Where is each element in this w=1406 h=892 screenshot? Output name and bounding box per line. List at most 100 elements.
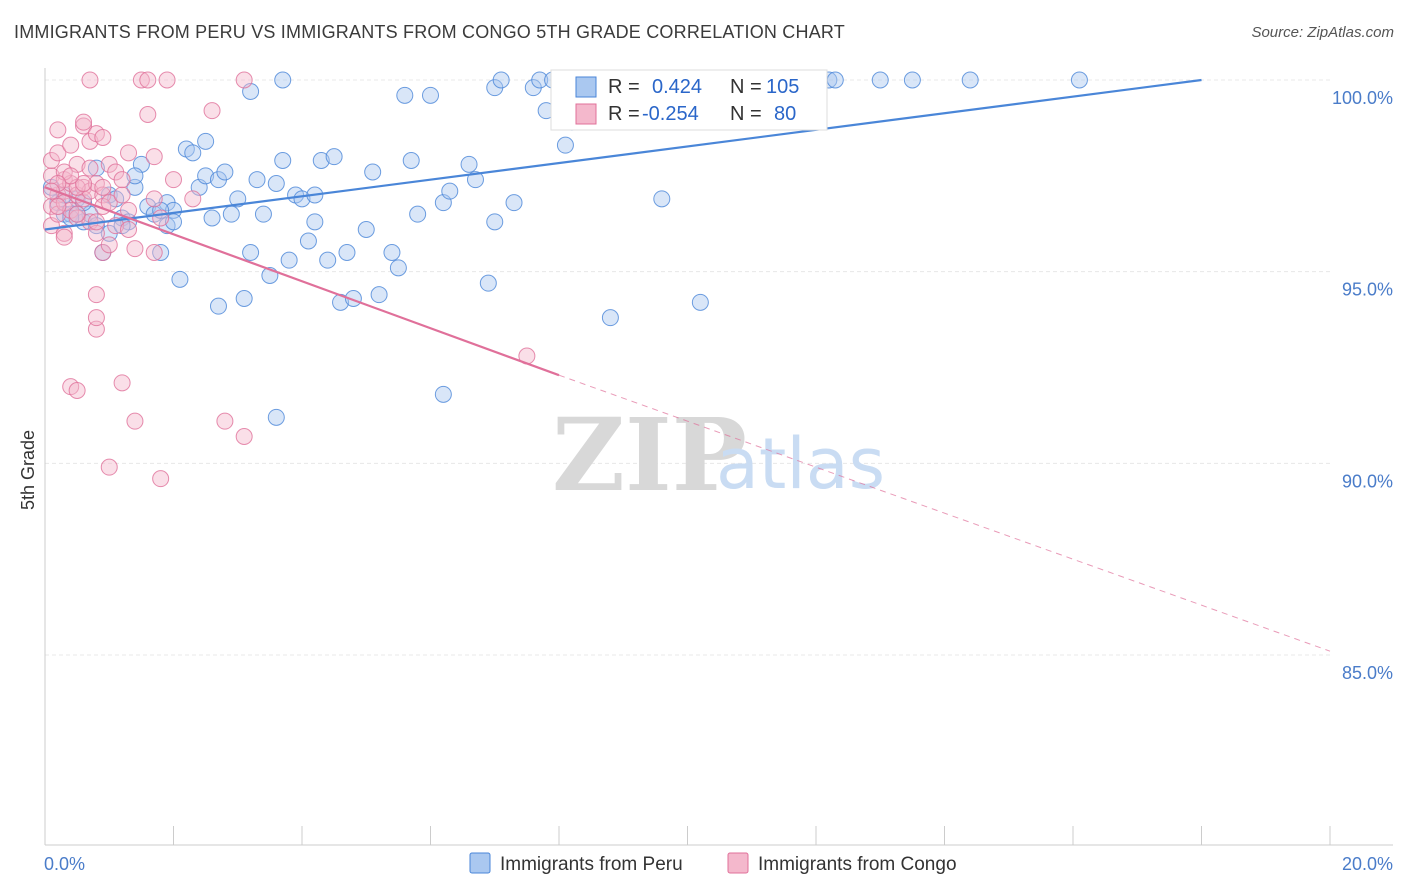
congo-point: [152, 209, 170, 227]
peru-point: [903, 71, 921, 89]
congo-point: [68, 205, 86, 223]
peru-point: [370, 286, 388, 304]
peru-point: [505, 194, 523, 212]
peru-point: [961, 71, 979, 89]
congo-point: [94, 178, 112, 196]
peru-point: [267, 408, 285, 426]
y-tick-labels: 100.0% 95.0% 90.0% 85.0%: [1332, 88, 1393, 683]
congo-point: [184, 190, 202, 208]
congo-trend-extension: [558, 374, 1331, 652]
congo-point: [49, 121, 67, 139]
source-label: Source: ZipAtlas.com: [1251, 24, 1394, 41]
congo-point: [132, 71, 150, 89]
y-tick-label: 90.0%: [1342, 471, 1393, 491]
peru-point: [383, 244, 401, 261]
peru-point: [871, 71, 889, 89]
series-legend-swatch-peru: [469, 852, 491, 874]
stats-legend-n-value-peru: 105: [766, 76, 799, 98]
peru-point: [299, 232, 317, 250]
congo-point: [87, 309, 105, 327]
stats-legend-r-label-peru: R =: [608, 76, 640, 98]
congo-point: [49, 198, 67, 215]
peru-point: [126, 167, 144, 185]
congo-point: [81, 159, 99, 177]
peru-point: [248, 171, 266, 189]
congo-point: [62, 167, 80, 185]
peru-point: [466, 171, 484, 189]
stats-legend-swatch-congo: [575, 103, 597, 125]
peru-point: [184, 144, 202, 162]
peru-point: [235, 290, 253, 307]
peru-point: [197, 167, 215, 185]
peru-point: [409, 205, 427, 223]
y-tick-label: 95.0%: [1342, 280, 1393, 300]
stats-legend-r-value-peru: 0.424: [652, 76, 702, 98]
peru-point: [197, 132, 215, 150]
grid-lines: [45, 79, 1330, 656]
series-legend-label-congo: Immigrants from Congo: [758, 854, 957, 875]
congo-point: [113, 171, 131, 189]
series-legend: Immigrants from Peru Immigrants from Con…: [469, 852, 957, 875]
peru-point: [396, 86, 414, 104]
congo-point: [235, 428, 253, 445]
peru-point: [826, 71, 844, 89]
congo-point: [113, 374, 131, 392]
congo-point: [216, 412, 234, 430]
peru-point: [274, 71, 292, 89]
chart-title: IMMIGRANTS FROM PERU VS IMMIGRANTS FROM …: [14, 22, 845, 42]
peru-point: [274, 152, 292, 169]
x-tick-labels: 0.0% 20.0%: [44, 854, 1393, 874]
series-legend-label-peru: Immigrants from Peru: [500, 854, 683, 875]
stats-legend-n-value-congo: 80: [774, 103, 796, 125]
watermark-zip: ZIP: [552, 396, 747, 514]
congo-point: [139, 71, 157, 89]
peru-point: [242, 244, 260, 261]
series-congo-points: [42, 71, 536, 488]
y-tick-label: 100.0%: [1332, 88, 1393, 108]
x-tick-label: 0.0%: [44, 854, 85, 874]
peru-point: [357, 221, 375, 238]
peru-point: [216, 163, 234, 181]
congo-point: [120, 221, 138, 238]
peru-point: [338, 244, 356, 261]
peru-point: [364, 163, 382, 181]
stats-legend-r-value-congo: -0.254: [642, 103, 699, 125]
congo-point: [81, 71, 99, 89]
congo-point: [87, 286, 105, 304]
congo-point: [126, 240, 144, 258]
peru-point: [254, 205, 272, 223]
congo-point: [55, 228, 73, 246]
stats-legend-n-label-congo: N =: [730, 103, 762, 125]
congo-point: [145, 148, 163, 166]
congo-point: [100, 458, 118, 476]
congo-point: [55, 224, 73, 242]
peru-point: [460, 155, 478, 173]
peru-point: [171, 270, 189, 288]
congo-point: [100, 236, 118, 254]
peru-point: [531, 71, 549, 89]
congo-point: [235, 71, 253, 89]
congo-point: [158, 71, 176, 89]
congo-point: [49, 144, 67, 162]
congo-trend-line: [44, 186, 560, 377]
peru-point: [306, 213, 324, 231]
congo-point: [165, 171, 182, 189]
stats-legend-box: [550, 69, 828, 131]
peru-point: [479, 274, 497, 292]
x-tick-label: 20.0%: [1342, 854, 1393, 874]
peru-point: [325, 148, 343, 166]
watermark-atlas: atlas: [716, 423, 885, 505]
peru-point: [653, 190, 671, 208]
y-tick-label: 85.0%: [1342, 663, 1393, 683]
peru-point: [319, 251, 337, 269]
trend-lines: [44, 78, 1331, 652]
congo-point: [203, 102, 221, 120]
peru-point: [203, 209, 221, 227]
peru-point: [152, 244, 170, 261]
peru-trend-line: [44, 78, 1202, 231]
stats-legend: R = 0.424 N = 105 R = -0.254 N = 80: [550, 69, 828, 131]
axes: [44, 68, 1393, 846]
peru-point: [486, 213, 504, 231]
peru-point: [556, 136, 574, 154]
